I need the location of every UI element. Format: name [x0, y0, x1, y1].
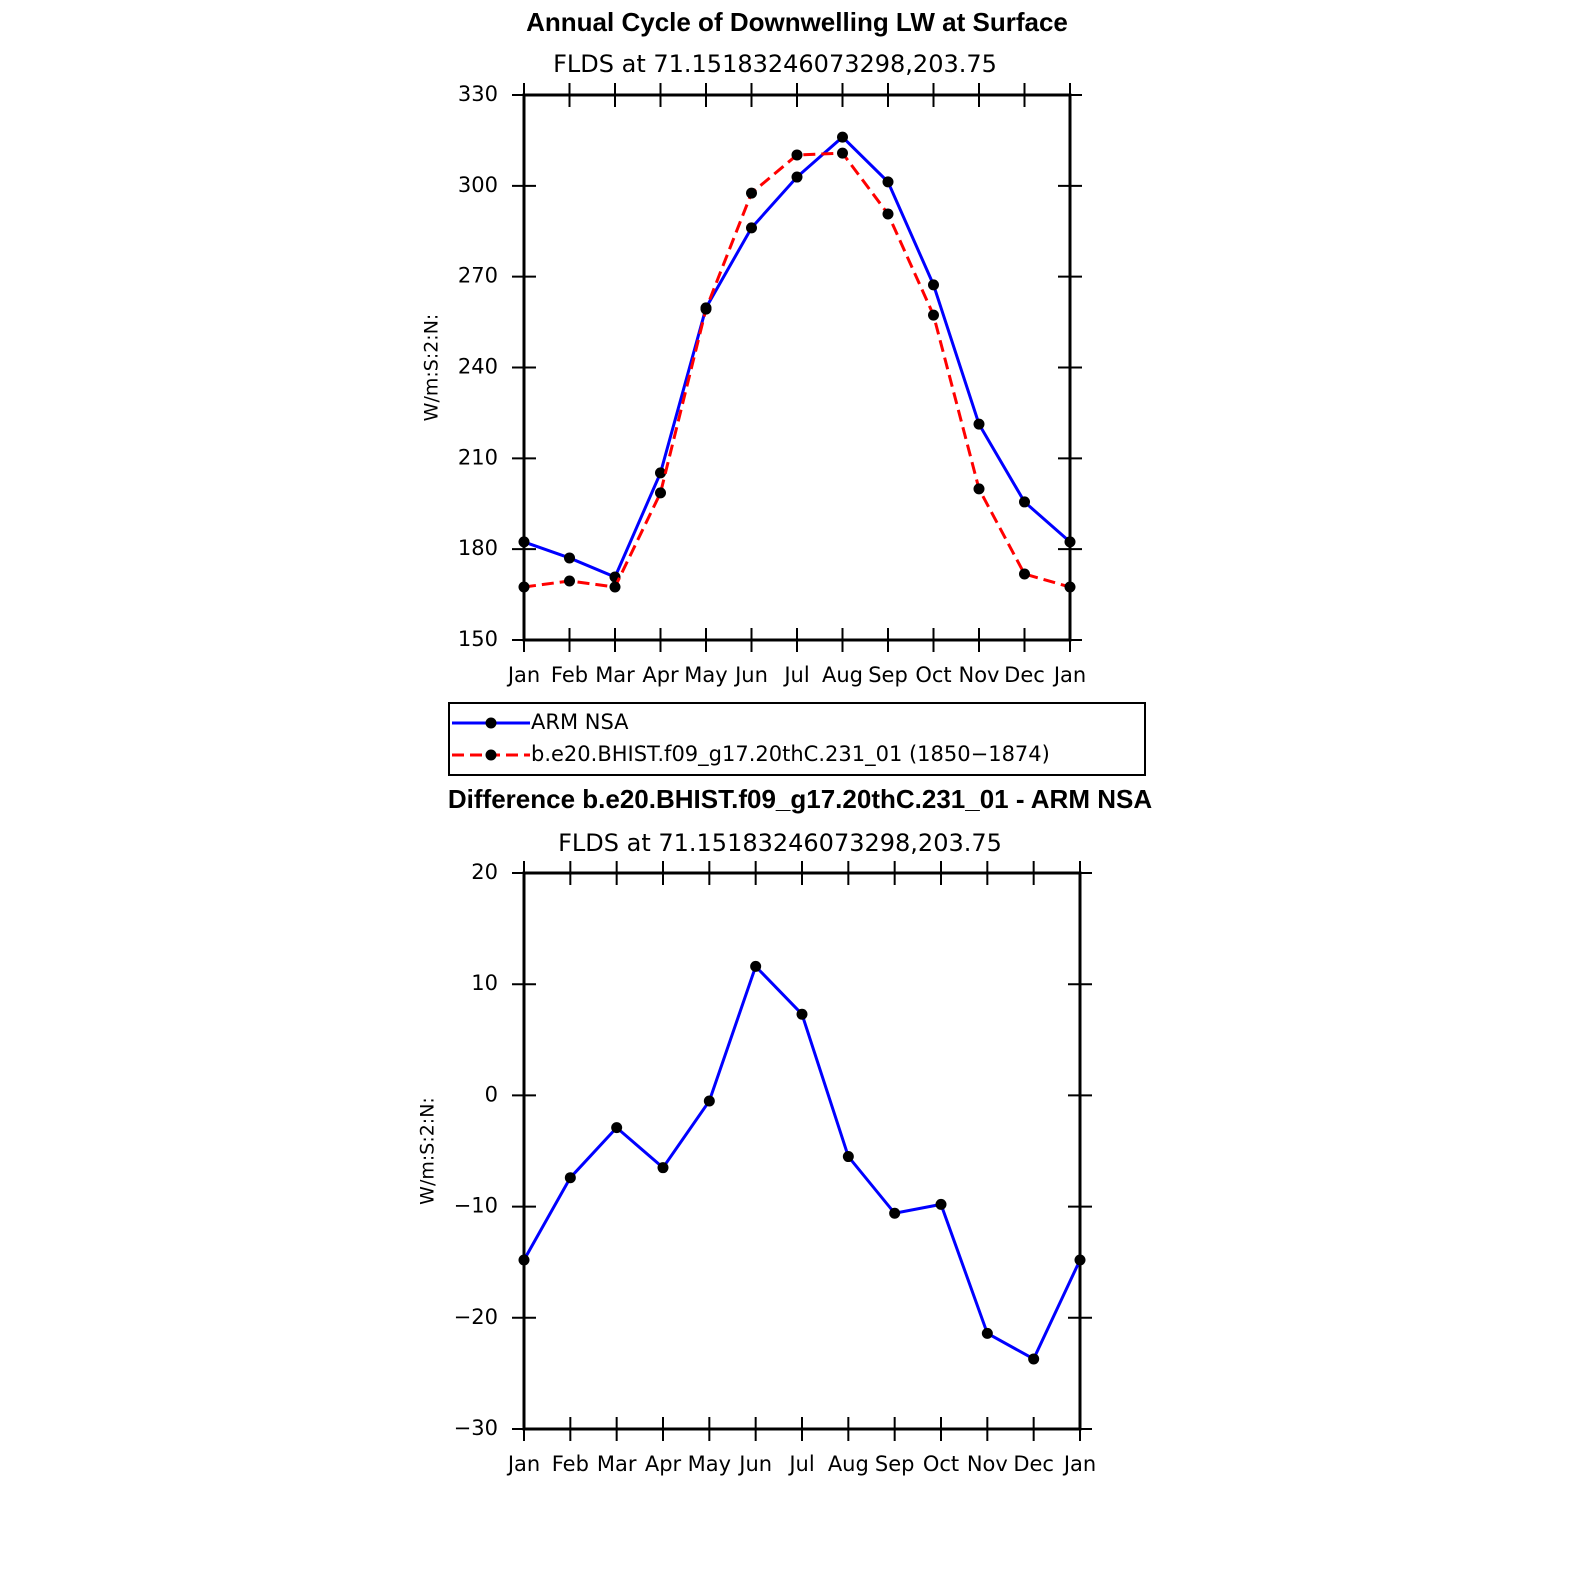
data-point	[973, 418, 985, 430]
x-tick-label: Apr	[642, 663, 679, 687]
y-tick-label: 270	[458, 264, 498, 288]
y-tick-label: −10	[454, 1194, 498, 1218]
data-point	[1019, 568, 1030, 580]
x-tick-label: Aug	[828, 1452, 869, 1476]
data-point	[796, 1008, 808, 1020]
legend-label: ARM NSA	[531, 710, 629, 734]
data-point	[518, 536, 530, 548]
data-point	[791, 149, 803, 161]
y-tick-label: 240	[458, 355, 498, 379]
data-point	[837, 131, 848, 143]
plot-frame	[522, 871, 1082, 1431]
data-point	[1064, 581, 1076, 593]
x-tick-label: Aug	[822, 663, 863, 687]
series-line	[523, 151, 1071, 589]
data-point	[882, 208, 894, 220]
legend-box	[448, 702, 1146, 776]
plot-frame	[522, 93, 1072, 642]
data-point	[746, 222, 757, 234]
x-tick-label: Jan	[1052, 663, 1086, 687]
y-tick-label: 210	[458, 445, 498, 469]
legend-marker	[485, 749, 497, 761]
data-point	[973, 483, 985, 495]
x-tick-label: Sep	[875, 1452, 915, 1476]
data-point	[837, 147, 848, 159]
x-tick-label: Mar	[595, 663, 635, 687]
y-tick-label: 300	[458, 173, 498, 197]
y-axis-label: W/m:S:2:N:	[421, 314, 443, 422]
data-point	[655, 467, 666, 479]
data-point	[889, 1207, 901, 1219]
data-point	[750, 960, 762, 972]
data-point	[1074, 1254, 1086, 1266]
data-point	[1019, 496, 1030, 508]
y-tick-label: −30	[454, 1416, 498, 1440]
y-tick-label: 330	[458, 82, 498, 106]
data-point	[981, 1327, 993, 1339]
x-tick-label: Jan	[506, 1452, 540, 1476]
x-tick-label: Dec	[1013, 1452, 1054, 1476]
data-point	[564, 575, 575, 587]
y-tick-label: 10	[471, 971, 498, 995]
x-tick-label: Jan	[1062, 1452, 1096, 1476]
data-point	[1028, 1353, 1040, 1365]
x-tick-label: May	[684, 663, 727, 687]
x-tick-label: Mar	[597, 1452, 637, 1476]
x-tick-label: Apr	[645, 1452, 682, 1476]
y-tick-label: 180	[458, 536, 498, 560]
data-point	[657, 1162, 669, 1174]
data-point	[518, 1254, 530, 1266]
x-tick-label: Jul	[782, 663, 809, 687]
x-tick-label: Oct	[923, 1452, 959, 1476]
chart-title: Annual Cycle of Downwelling LW at Surfac…	[526, 7, 1068, 37]
data-point	[928, 309, 939, 321]
data-point	[518, 581, 530, 593]
y-tick-label: 20	[471, 860, 498, 884]
data-point	[1064, 536, 1076, 548]
data-point	[882, 176, 894, 188]
data-point	[564, 1172, 576, 1184]
x-tick-label: Jun	[737, 1452, 772, 1476]
data-point	[611, 1122, 623, 1134]
x-tick-label: Sep	[868, 663, 908, 687]
y-tick-label: −20	[454, 1305, 498, 1329]
x-tick-label: Feb	[552, 1452, 589, 1476]
x-tick-label: Jul	[787, 1452, 814, 1476]
data-point	[746, 187, 757, 199]
x-tick-label: Dec	[1004, 663, 1045, 687]
data-point	[609, 581, 621, 593]
x-tick-label: Nov	[959, 663, 1000, 687]
data-point	[842, 1151, 854, 1163]
x-tick-label: Jun	[733, 663, 768, 687]
data-point	[791, 171, 803, 183]
series-line	[522, 963, 1082, 1362]
x-tick-label: Jan	[506, 663, 540, 687]
chart-title: Difference b.e20.BHIST.f09_g17.20thC.231…	[448, 784, 1152, 814]
y-tick-label: 150	[458, 627, 498, 651]
chart-subtitle: FLDS at 71.15183246073298,203.75	[558, 829, 1002, 857]
data-point	[700, 303, 712, 315]
data-point	[655, 487, 666, 499]
data-point	[703, 1095, 715, 1107]
data-point	[928, 279, 939, 291]
x-tick-label: Nov	[967, 1452, 1008, 1476]
y-axis-label: W/m:S:2:N:	[417, 1097, 439, 1205]
legend-label: b.e20.BHIST.f09_g17.20thC.231_01 (1850−1…	[531, 742, 1050, 767]
x-tick-label: May	[688, 1452, 731, 1476]
series-line	[523, 135, 1071, 579]
x-tick-label: Oct	[915, 663, 951, 687]
y-tick-label: 0	[485, 1082, 498, 1106]
x-tick-label: Feb	[551, 663, 588, 687]
data-point	[935, 1198, 947, 1210]
legend-marker	[485, 717, 497, 729]
chart-subtitle: FLDS at 71.15183246073298,203.75	[553, 50, 997, 78]
data-point	[564, 552, 575, 564]
